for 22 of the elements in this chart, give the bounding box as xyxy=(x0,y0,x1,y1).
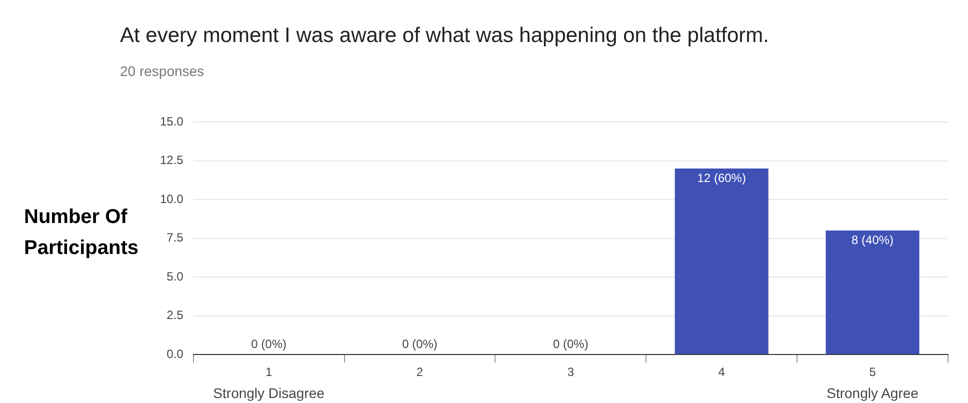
x-tick-label: 5 xyxy=(869,365,876,380)
y-tick-label: 7.5 xyxy=(166,230,184,245)
x-tick-label: 4 xyxy=(718,365,726,380)
y-tick-label: 0.0 xyxy=(166,346,184,361)
text: Strongly Agree xyxy=(826,384,919,401)
y-axis-title: Number Of Participants xyxy=(24,205,140,261)
chart-subtitle: 20 responses xyxy=(120,63,204,79)
y-tick-label: 5.0 xyxy=(166,269,184,284)
x-tick-label: 2 xyxy=(416,365,424,380)
x-tick-label: 1 xyxy=(265,365,272,380)
y-tick-label: 2.5 xyxy=(166,308,184,322)
data-label: 0 (0%) xyxy=(553,336,588,351)
data-label: 12 (60%) xyxy=(697,170,746,185)
x-tick-label: 3 xyxy=(567,365,574,380)
data-label: 0 (0%) xyxy=(251,336,286,351)
y-tick-label: 12.5 xyxy=(160,153,184,168)
y-tick-label: 10.0 xyxy=(160,192,184,206)
chart-title: At every moment I was aware of what was happening on the platform. xyxy=(120,24,770,48)
text: Strongly Disagree xyxy=(213,384,325,401)
y-tick-label: 15.0 xyxy=(160,114,184,128)
data-label: 8 (40%) xyxy=(852,232,894,247)
data-label: 0 (0%) xyxy=(402,336,438,351)
